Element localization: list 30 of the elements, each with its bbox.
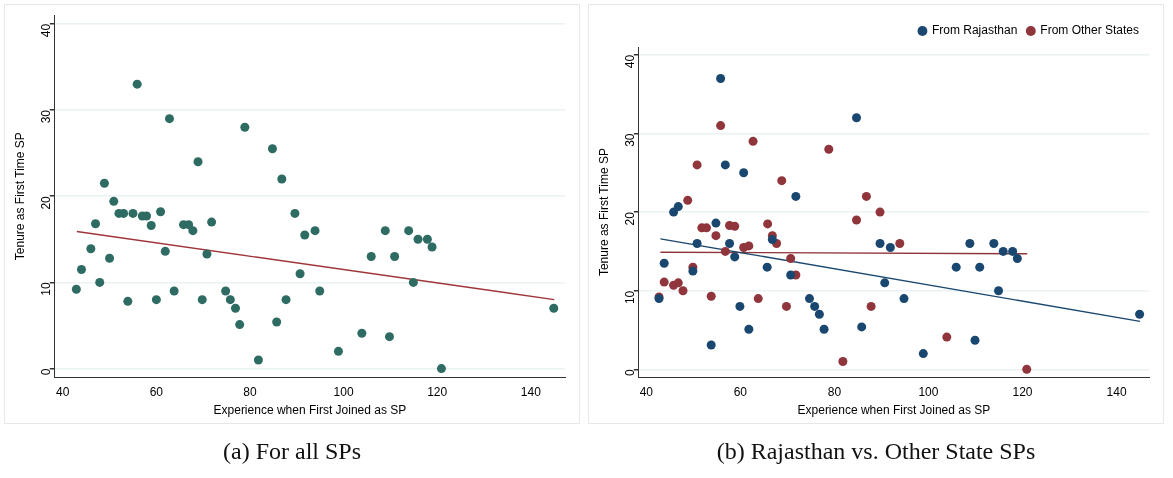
x-tick-label: 140: [520, 384, 542, 399]
y-tick-label: 10: [39, 282, 54, 296]
y-tick-label: 30: [39, 109, 54, 124]
y-tick-label: 20: [39, 195, 54, 210]
y-tick-label: 30: [623, 133, 638, 147]
y-tick-label: 40: [623, 54, 638, 69]
x-tick-label: 120: [1012, 384, 1033, 399]
x-tick-label: 60: [733, 384, 748, 399]
x-tick-label: 40: [56, 384, 70, 399]
y-tick-label: 0: [623, 369, 638, 377]
text: (a) For all SPs: [223, 438, 361, 465]
x-tick-label: 40: [639, 384, 654, 399]
x-tick-label: 140: [1106, 384, 1127, 399]
y-tick-label: 10: [623, 290, 638, 305]
y-tick-label: 40: [39, 23, 54, 38]
x-tick-label: 100: [333, 384, 354, 399]
legend-label: From Other States: [1040, 23, 1140, 38]
y-axis-title: Tenure as First Time SP: [596, 148, 611, 277]
text: (b) Rajasthan vs. Other State SPs: [716, 438, 1036, 465]
x-axis-title: Experience when First Joined as SP: [213, 403, 407, 418]
x-tick-label: 60: [149, 384, 164, 399]
y-tick-label: 0: [39, 368, 54, 376]
x-tick-label: 120: [427, 384, 448, 399]
y-tick-label: 20: [623, 211, 638, 226]
legend-label: From Rajasthan: [931, 23, 1018, 38]
x-tick-label: 100: [918, 384, 939, 399]
x-axis-title: Experience when First Joined as SP: [797, 403, 991, 418]
x-tick-label: 80: [827, 384, 842, 399]
x-tick-label: 80: [243, 384, 257, 399]
y-axis-title: Tenure as First Time SP: [12, 132, 27, 261]
